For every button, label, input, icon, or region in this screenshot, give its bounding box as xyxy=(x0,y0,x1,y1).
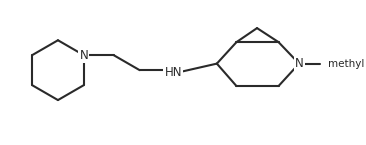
Text: methyl: methyl xyxy=(328,59,365,69)
Text: N: N xyxy=(295,57,303,70)
Text: N: N xyxy=(79,49,88,62)
Text: HN: HN xyxy=(165,66,182,79)
